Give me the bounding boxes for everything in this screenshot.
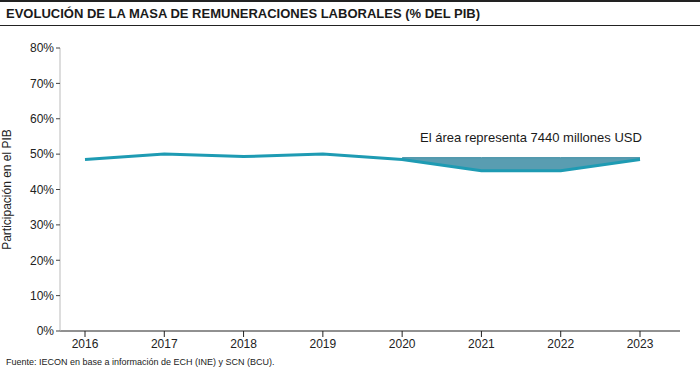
svg-text:2021: 2021 [468, 337, 495, 351]
svg-text:20%: 20% [30, 254, 54, 268]
svg-text:2022: 2022 [547, 337, 574, 351]
svg-text:2020: 2020 [389, 337, 416, 351]
svg-text:60%: 60% [30, 112, 54, 126]
svg-text:Participación en el PIB: Participación en el PIB [8, 129, 14, 250]
svg-text:2016: 2016 [72, 337, 99, 351]
svg-text:2018: 2018 [230, 337, 257, 351]
svg-text:0%: 0% [37, 324, 55, 338]
svg-text:30%: 30% [30, 218, 54, 232]
svg-text:2017: 2017 [151, 337, 178, 351]
svg-text:10%: 10% [30, 289, 54, 303]
svg-text:2023: 2023 [627, 337, 654, 351]
svg-text:2019: 2019 [310, 337, 337, 351]
html-text:EVOLUCIÓN DE LA MASA DE REMUNE: EVOLUCIÓN DE LA MASA DE REMUNERACIONES L… [6, 6, 480, 21]
html-text:Fuente: IECON en base a inform: Fuente: IECON en base a información de E… [6, 357, 275, 367]
svg-text:70%: 70% [30, 77, 54, 91]
svg-text:50%: 50% [30, 147, 54, 161]
svg-text:80%: 80% [30, 41, 54, 55]
html-text:El área representa 7440 millon: El área representa 7440 millones USD [420, 130, 642, 145]
svg-text:40%: 40% [30, 183, 54, 197]
